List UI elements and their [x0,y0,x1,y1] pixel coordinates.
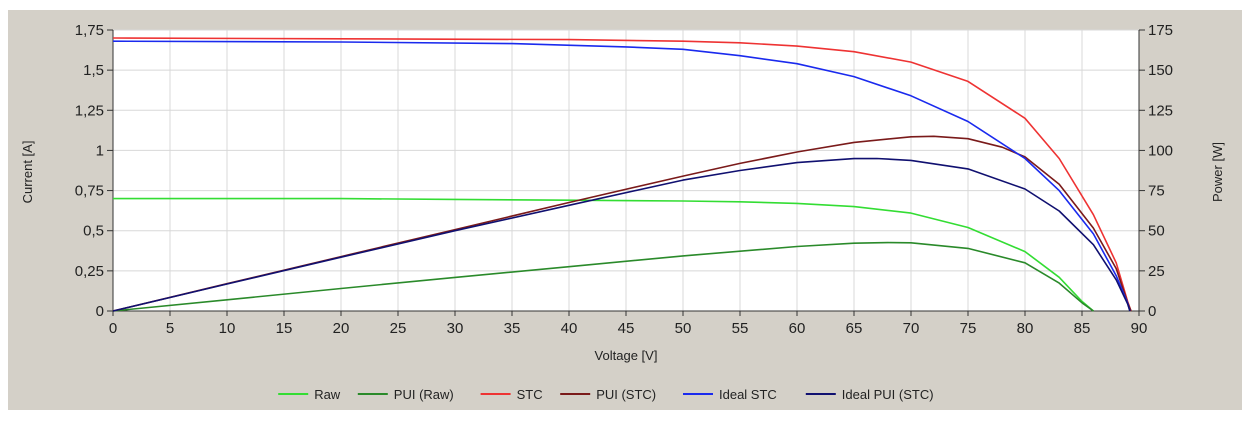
series-line-stc [112,37,1132,312]
x-tick-label: 20 [333,320,350,337]
y-right-tick-label: 125 [1148,102,1173,119]
y-left-tick-label: 1,75 [75,22,104,39]
x-tick-label: 10 [219,320,236,337]
legend-label: Raw [314,387,341,402]
y-right-tick-label: 0 [1148,303,1156,320]
x-tick-label: 50 [675,320,692,337]
x-tick-label: 85 [1074,320,1091,337]
x-tick-label: 0 [109,320,117,337]
legend-label: STC [517,387,543,402]
legend-item-stc: STC [480,387,543,402]
chart: 0 5 10 15 20 25 30 35 40 45 50 55 60 65 70 75 80 85 90 00,… [20,22,1225,402]
y-left-tick-label: 0,5 [83,223,104,240]
x-axis: 0 5 10 15 20 25 30 35 40 45 50 55 60 65 70 75 80 85 90 [109,310,1148,337]
x-tick-label: 55 [732,320,749,337]
legend-item-ideal-pui-stc: Ideal PUI (STC) [805,387,934,402]
y-left-tick-label: 0 [96,303,104,320]
series-layer [112,37,1132,312]
legend-item-raw: Raw [278,387,341,402]
x-axis-label: Voltage [V] [595,348,658,363]
y-right-tick-label: 75 [1148,183,1165,200]
series-line-pui-stc [112,135,1132,312]
x-tick-label: 25 [390,320,407,337]
legend-item-ideal-stc: Ideal STC [683,387,777,402]
y-right-tick-label: 175 [1148,22,1173,39]
legend-label: PUI (STC) [596,387,656,402]
x-tick-label: 60 [789,320,806,337]
y-right-tick-label: 50 [1148,223,1165,240]
x-tick-label: 90 [1131,320,1148,337]
legend: Raw PUI (Raw) STC PUI (STC) Ideal STC Ideal P… [278,387,934,402]
x-tick-label: 80 [1017,320,1034,337]
x-tick-label: 75 [960,320,977,337]
series-line-pui-raw [112,241,1094,312]
y-left-tick-label: 1,25 [75,102,104,119]
x-tick-label: 15 [276,320,293,337]
series-line-ideal-pui-stc [112,157,1131,312]
legend-label: Ideal PUI (STC) [842,387,934,402]
chart-panel: 0 5 10 15 20 25 30 35 40 45 50 55 60 65 70 75 80 85 90 0 0,… [8,10,1242,410]
series-line-ideal-stc [112,40,1131,312]
legend-item-pui-stc: PUI (STC) [560,387,656,402]
legend-label: Ideal STC [719,387,777,402]
series-line-raw [113,197,1094,312]
x-tick-label: 65 [846,320,863,337]
y-axis-right: 0 25 50 75 100 125 150 175 [1138,22,1173,320]
y-axis-label-right: Power [W] [1210,142,1225,202]
y-left-tick-label: 0,25 [75,263,104,280]
x-tick-label: 70 [903,320,920,337]
x-tick-label: 5 [166,320,174,337]
legend-label: PUI (Raw) [394,387,454,402]
y-left-tick-label: 1,5 [83,62,104,79]
y-right-tick-label: 150 [1148,62,1173,79]
y-axis-left: 0 0,25 0,5 0,75 1 1,25 1,5 1,75 [75,22,114,320]
y-axis-label-left: Current [A] [20,141,35,204]
y-right-tick-label: 100 [1148,142,1173,159]
y-left-tick-label: 0,75 [75,183,104,200]
x-tick-label: 30 [447,320,464,337]
x-tick-label: 40 [561,320,578,337]
legend-item-pui-raw: PUI (Raw) [357,387,454,402]
y-left-tick-label: 1 [96,142,104,159]
y-right-tick-label: 25 [1148,263,1165,280]
x-tick-label: 45 [618,320,635,337]
x-tick-label: 35 [504,320,521,337]
